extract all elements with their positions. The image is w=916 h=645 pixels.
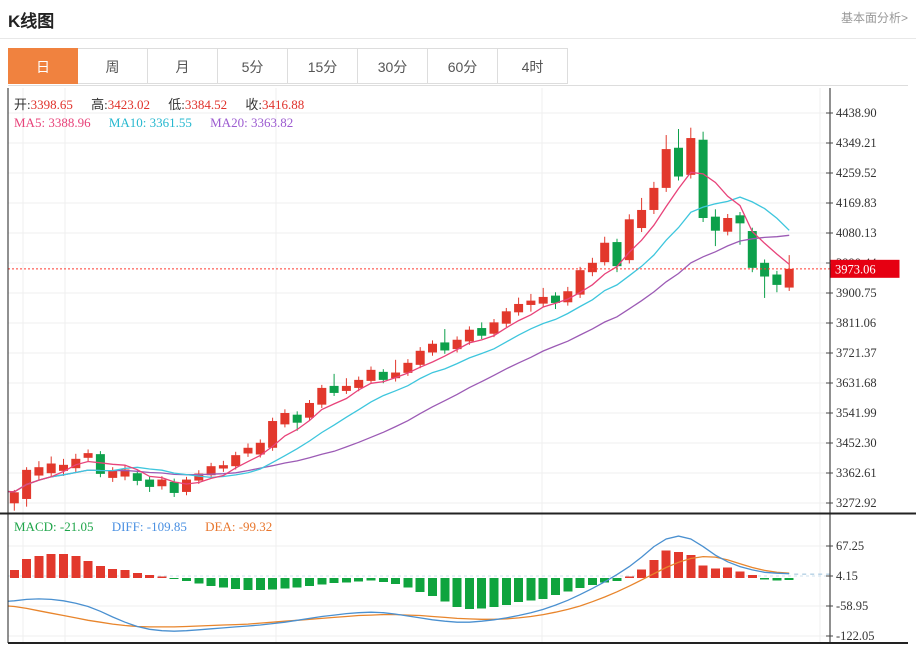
period-tab-日[interactable]: 日 — [8, 48, 78, 84]
svg-text:4349.21: 4349.21 — [836, 136, 877, 150]
svg-text:3631.68: 3631.68 — [836, 376, 877, 390]
fundamental-analysis-link[interactable]: 基本面分析> — [840, 11, 908, 25]
open-value: 3398.65 — [30, 97, 73, 112]
macd-histogram — [9, 550, 794, 609]
diff-value: -109.85 — [146, 519, 187, 534]
macd-lines — [8, 535, 830, 632]
period-tab-4时[interactable]: 4时 — [498, 48, 568, 84]
dea-line — [8, 555, 790, 628]
ma10-value: 3361.55 — [149, 115, 192, 130]
macd-label: MACD: — [14, 519, 57, 534]
open-label: 开: — [14, 97, 31, 112]
period-tab-月[interactable]: 月 — [148, 48, 218, 84]
diff-label: DIFF: — [111, 519, 144, 534]
candles-layer — [9, 127, 794, 511]
ma20-line — [8, 234, 790, 493]
svg-text:67.25: 67.25 — [836, 539, 864, 553]
close-label: 收: — [245, 97, 262, 112]
svg-text:3811.06: 3811.06 — [836, 316, 876, 330]
ma-row: MA5: 3388.96 MA10: 3361.55 MA20: 3363.82 — [14, 115, 308, 131]
svg-text:3900.75: 3900.75 — [836, 286, 877, 300]
svg-text:-58.95: -58.95 — [836, 599, 868, 613]
svg-text:4.15: 4.15 — [836, 569, 858, 583]
period-tab-60分[interactable]: 60分 — [428, 48, 498, 84]
ma5-value: 3388.96 — [48, 115, 91, 130]
ma10-label: MA10: — [108, 115, 147, 130]
ma20-label: MA20: — [210, 115, 248, 130]
svg-text:4169.83: 4169.83 — [836, 196, 877, 210]
page-header: K线图 基本面分析> — [0, 0, 916, 39]
svg-text:3272.92: 3272.92 — [836, 496, 877, 510]
current-price-tag: 3973.06 — [830, 259, 900, 278]
svg-text:3721.37: 3721.37 — [836, 346, 877, 360]
period-tab-5分[interactable]: 5分 — [218, 48, 288, 84]
svg-text:3973.06: 3973.06 — [835, 262, 876, 276]
dea-value: -99.32 — [238, 519, 273, 534]
svg-text:4438.90: 4438.90 — [836, 106, 877, 120]
macd-row: MACD: -21.05 DIFF: -109.85 DEA: -99.32 — [14, 519, 287, 535]
axes — [0, 88, 916, 644]
diff-line — [8, 535, 790, 632]
svg-text:3541.99: 3541.99 — [836, 406, 877, 420]
macd-value: -21.05 — [59, 519, 94, 534]
page-title: K线图 — [8, 12, 55, 31]
svg-text:4259.52: 4259.52 — [836, 166, 877, 180]
period-tab-15分[interactable]: 15分 — [288, 48, 358, 84]
ma5-line — [8, 171, 790, 493]
svg-text:4080.13: 4080.13 — [836, 226, 877, 240]
ohlc-row: 开:3398.65 高:3423.02 低:3384.52 收:3416.88 — [14, 94, 319, 113]
high-value: 3423.02 — [107, 97, 150, 112]
period-tab-30分[interactable]: 30分 — [358, 48, 428, 84]
svg-text:-122.05: -122.05 — [836, 629, 875, 643]
ma-lines — [8, 171, 790, 493]
low-value: 3384.52 — [184, 97, 228, 112]
ma20-value: 3363.82 — [250, 115, 294, 130]
svg-text:3452.30: 3452.30 — [836, 436, 877, 450]
axis-labels: 4438.904349.214259.524169.834080.133990.… — [826, 106, 877, 643]
dea-label: DEA: — [205, 519, 236, 534]
period-tab-周[interactable]: 周 — [78, 48, 148, 84]
ma10-line — [8, 196, 790, 493]
period-tabs: 日周月 5分 15分 30分 60分 4时 — [8, 48, 908, 86]
high-label: 高: — [91, 97, 108, 112]
svg-text:3362.61: 3362.61 — [836, 466, 877, 480]
low-label: 低: — [168, 97, 185, 112]
close-value: 3416.88 — [262, 97, 305, 112]
ma5-label: MA5: — [14, 115, 46, 130]
